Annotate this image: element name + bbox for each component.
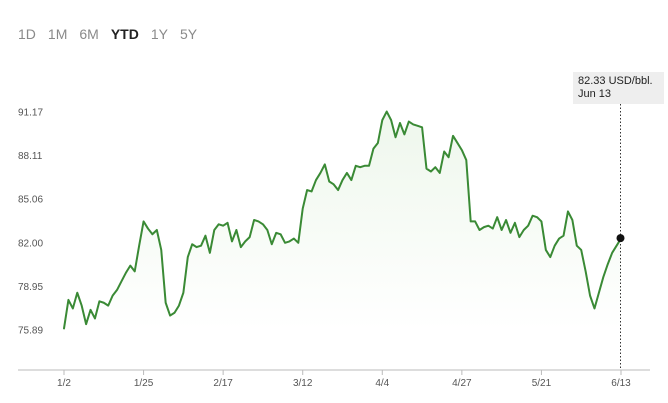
x-tick-label: 5/21 bbox=[532, 378, 552, 389]
x-tick-label: 1/25 bbox=[134, 378, 154, 389]
tooltip-date: Jun 13 bbox=[578, 88, 612, 100]
range-tab-1d[interactable]: 1D bbox=[18, 26, 36, 42]
range-tab-1y[interactable]: 1Y bbox=[150, 26, 168, 42]
marker-layer bbox=[616, 104, 625, 370]
y-tick-label: 85.06 bbox=[18, 195, 43, 206]
price-tooltip: 82.33 USD/bbl. Jun 13 bbox=[573, 72, 664, 104]
current-value-marker[interactable] bbox=[616, 234, 625, 243]
series-line bbox=[63, 110, 622, 330]
x-tick-label: 4/27 bbox=[452, 378, 472, 389]
y-tick-label: 82.00 bbox=[18, 238, 43, 249]
area-layer bbox=[64, 111, 621, 330]
y-tick-label: 78.95 bbox=[18, 282, 43, 293]
y-tick-label: 91.17 bbox=[18, 108, 43, 119]
x-tick-label: 2/17 bbox=[213, 378, 233, 389]
y-axis: 75.89 78.95 82.00 85.06 88.11 91.17 bbox=[18, 108, 43, 337]
range-tab-ytd[interactable]: YTD bbox=[110, 26, 139, 42]
x-axis: 1/2 1/25 2/17 3/12 4/4 4/27 5/21 6/13 bbox=[18, 369, 650, 389]
x-tick-label: 1/2 bbox=[57, 378, 71, 389]
line-layer bbox=[63, 110, 622, 330]
range-tab-5y[interactable]: 5Y bbox=[179, 26, 198, 42]
x-tick-label: 4/4 bbox=[375, 378, 389, 389]
series-area bbox=[64, 111, 621, 330]
range-tab-1m[interactable]: 1M bbox=[47, 26, 68, 42]
y-tick-label: 75.89 bbox=[18, 326, 43, 337]
y-tick-label: 88.11 bbox=[18, 151, 43, 162]
range-tabs: 1D 1M 6M YTD 1Y 5Y bbox=[18, 25, 209, 43]
tooltip-value: 82.33 USD/bbl. bbox=[578, 75, 653, 87]
x-tick-label: 6/13 bbox=[611, 378, 631, 389]
range-tab-6m[interactable]: 6M bbox=[79, 26, 99, 42]
x-tick-label: 3/12 bbox=[293, 378, 313, 389]
